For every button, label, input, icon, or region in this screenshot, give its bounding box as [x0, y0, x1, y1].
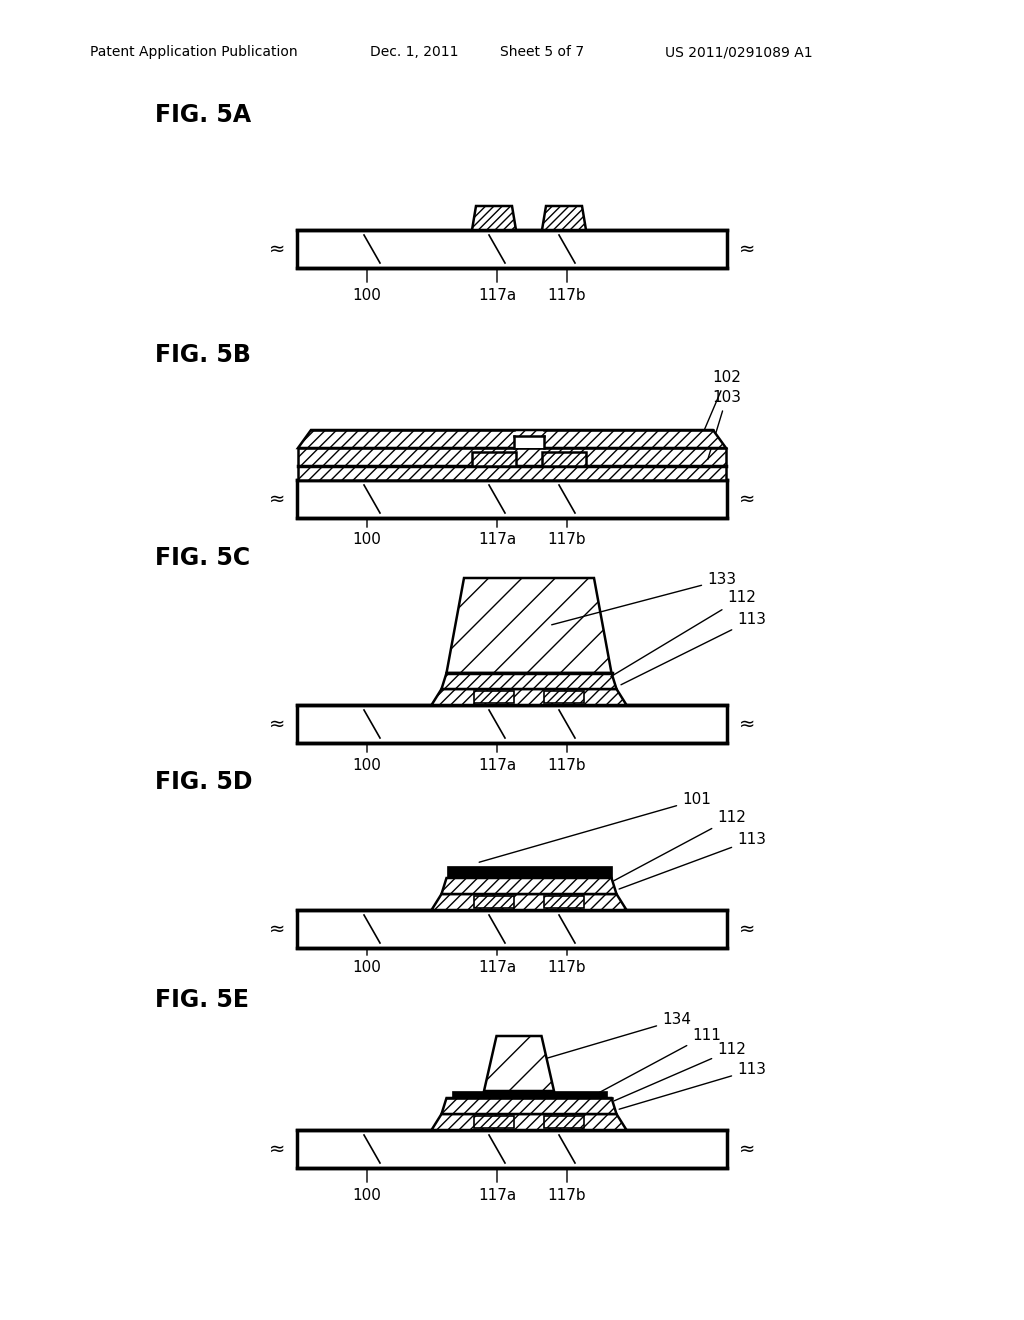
Polygon shape — [297, 230, 727, 268]
Text: 117a: 117a — [478, 961, 516, 975]
Polygon shape — [441, 878, 616, 894]
Text: ≈: ≈ — [269, 920, 286, 939]
Polygon shape — [544, 896, 584, 908]
Text: ≈: ≈ — [738, 714, 755, 734]
Polygon shape — [484, 1036, 554, 1092]
Text: Sheet 5 of 7: Sheet 5 of 7 — [500, 45, 584, 59]
Text: 117a: 117a — [478, 532, 516, 548]
Text: 134: 134 — [531, 1012, 691, 1063]
Polygon shape — [298, 466, 726, 480]
Text: 100: 100 — [352, 532, 381, 548]
Text: FIG. 5A: FIG. 5A — [155, 103, 251, 127]
Text: 112: 112 — [614, 810, 745, 880]
Text: 111: 111 — [599, 1027, 721, 1093]
Text: 117a: 117a — [478, 288, 516, 302]
Polygon shape — [297, 1130, 727, 1168]
Text: ≈: ≈ — [269, 714, 286, 734]
Polygon shape — [542, 451, 586, 466]
Polygon shape — [441, 673, 616, 689]
Text: 117b: 117b — [548, 758, 587, 772]
Text: 100: 100 — [352, 758, 381, 772]
Text: 113: 113 — [620, 1063, 766, 1109]
Text: 113: 113 — [621, 612, 766, 685]
Polygon shape — [297, 480, 727, 517]
Polygon shape — [298, 430, 726, 447]
Text: 117b: 117b — [548, 288, 587, 302]
Polygon shape — [474, 1115, 514, 1129]
Polygon shape — [542, 206, 586, 230]
Polygon shape — [472, 206, 516, 230]
Text: FIG. 5C: FIG. 5C — [155, 546, 250, 570]
Text: FIG. 5D: FIG. 5D — [155, 770, 253, 795]
Text: Dec. 1, 2011: Dec. 1, 2011 — [370, 45, 459, 59]
Text: ≈: ≈ — [738, 239, 755, 259]
Polygon shape — [474, 896, 514, 908]
Text: 100: 100 — [352, 1188, 381, 1203]
Text: 117b: 117b — [548, 532, 587, 548]
Polygon shape — [472, 451, 516, 466]
Polygon shape — [474, 690, 514, 704]
Text: 103: 103 — [708, 391, 741, 459]
Text: 101: 101 — [479, 792, 711, 862]
Text: 112: 112 — [611, 590, 756, 677]
Polygon shape — [298, 447, 726, 466]
Polygon shape — [446, 578, 611, 673]
Text: 100: 100 — [352, 961, 381, 975]
Text: ≈: ≈ — [738, 1139, 755, 1159]
Text: ≈: ≈ — [269, 1139, 286, 1159]
Text: ≈: ≈ — [738, 490, 755, 508]
Polygon shape — [431, 894, 627, 909]
Text: 117a: 117a — [478, 758, 516, 772]
Text: ≈: ≈ — [269, 239, 286, 259]
Text: FIG. 5E: FIG. 5E — [155, 987, 249, 1012]
Text: 133: 133 — [552, 573, 736, 624]
Polygon shape — [297, 705, 727, 743]
Polygon shape — [431, 1114, 627, 1130]
Text: 117a: 117a — [478, 1188, 516, 1203]
Text: ≈: ≈ — [738, 920, 755, 939]
Text: 117b: 117b — [548, 961, 587, 975]
Polygon shape — [297, 909, 727, 948]
Polygon shape — [446, 866, 611, 878]
Polygon shape — [544, 1115, 584, 1129]
Text: 102: 102 — [705, 371, 741, 430]
Text: Patent Application Publication: Patent Application Publication — [90, 45, 298, 59]
Polygon shape — [431, 689, 627, 705]
Text: US 2011/0291089 A1: US 2011/0291089 A1 — [665, 45, 813, 59]
Polygon shape — [514, 436, 544, 447]
Text: ≈: ≈ — [269, 490, 286, 508]
Text: 113: 113 — [620, 833, 766, 890]
Text: FIG. 5B: FIG. 5B — [155, 343, 251, 367]
Text: 112: 112 — [614, 1043, 745, 1101]
Polygon shape — [544, 690, 584, 704]
Text: 117b: 117b — [548, 1188, 587, 1203]
Text: 100: 100 — [352, 288, 381, 302]
Polygon shape — [452, 1092, 606, 1098]
Polygon shape — [441, 1098, 616, 1114]
